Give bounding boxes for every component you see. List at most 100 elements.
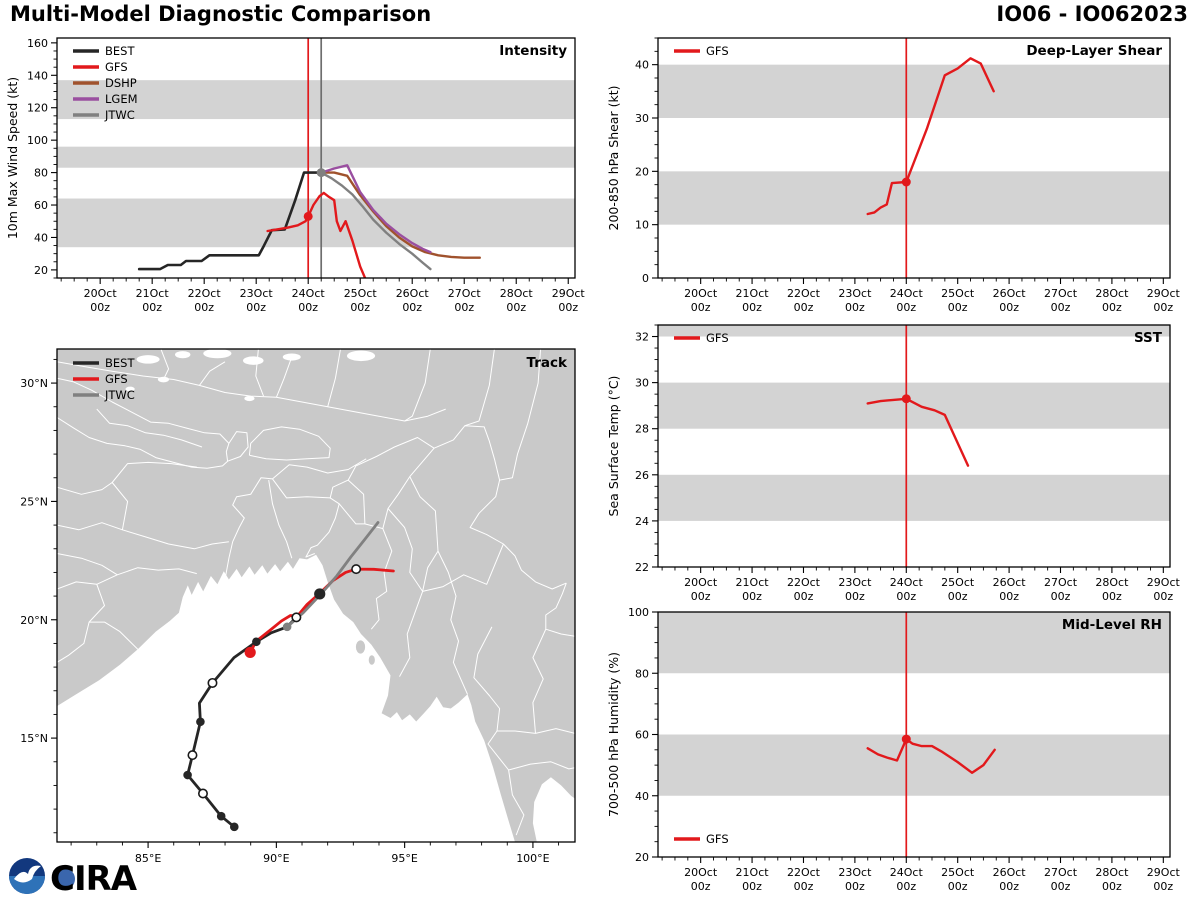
intensity-legend-item-gfs: GFS <box>73 60 128 74</box>
legend-label: GFS <box>706 832 729 846</box>
admin-border <box>545 628 575 637</box>
sst-ytick-label: 26 <box>635 469 649 482</box>
admin-border <box>227 431 249 462</box>
admin-border <box>57 482 113 495</box>
shear-xtick-label: 29Oct <box>1147 287 1181 300</box>
intensity-xtick-label: 00z <box>506 301 526 314</box>
intensity-legend-item-lgem: LGEM <box>73 92 138 106</box>
admin-border <box>160 349 170 380</box>
intensity-series-lgem <box>320 164 432 254</box>
admin-border <box>347 479 366 524</box>
admin-border <box>409 476 439 592</box>
admin-border <box>275 356 293 398</box>
track-legend: BEST GFS JTWC <box>73 356 135 402</box>
intensity-ylabel: 10m Max Wind Speed (kt) <box>5 77 20 239</box>
rh-legend-item-gfs: GFS <box>674 832 729 846</box>
intensity-xtick-label: 29Oct <box>552 287 586 300</box>
shear-ytick-label: 10 <box>635 219 649 232</box>
track-line-jtwc <box>285 521 380 629</box>
rh-ytick-label: 60 <box>635 729 649 742</box>
intensity-xtick-label: 27Oct <box>448 287 482 300</box>
sst-xtick-label: 25Oct <box>941 576 975 589</box>
shear-ytick-label: 30 <box>635 112 649 125</box>
intensity-band <box>57 198 575 248</box>
intensity-xtick-label: 00z <box>402 301 422 314</box>
island <box>355 640 366 654</box>
track-open-dot-best <box>291 612 302 623</box>
shear-legend: GFS <box>674 44 729 58</box>
rh-xtick-label: 20Oct <box>684 866 718 879</box>
intensity-xtick-label: 00z <box>194 301 214 314</box>
sea-gulf <box>532 777 575 842</box>
shear-ylabel: 200-850 hPa Shear (kt) <box>606 86 621 231</box>
intensity-xtick-label: 00z <box>90 301 110 314</box>
sst-xtick-label: 00z <box>1051 590 1071 603</box>
legend-label: GFS <box>105 372 128 386</box>
shear-xtick-label: 00z <box>1102 301 1122 314</box>
noaa-logo <box>9 858 45 894</box>
sst-xtick-label: 00z <box>948 590 968 603</box>
legend-label: BEST <box>105 44 135 58</box>
admin-border <box>422 543 504 592</box>
rh-xtick-label: 29Oct <box>1147 866 1181 879</box>
rh-ylabel: 700-500 hPa Humidity (%) <box>606 652 621 817</box>
intensity-init-marker <box>303 211 313 221</box>
shear-xtick-label: 00z <box>1051 301 1071 314</box>
intensity-band <box>57 146 575 168</box>
track-title: Track <box>527 355 568 371</box>
legend-label: JTWC <box>104 388 135 402</box>
rh-xtick-label: 22Oct <box>787 866 821 879</box>
legend-label: LGEM <box>105 92 138 106</box>
intensity-legend-item-jtwc: JTWC <box>73 108 135 122</box>
intensity-xtick-label: 28Oct <box>500 287 534 300</box>
intensity-ytick-label: 140 <box>27 69 48 82</box>
intensity-xtick-label: 00z <box>142 301 162 314</box>
sst-xtick-label: 00z <box>896 590 916 603</box>
admin-border <box>329 437 435 499</box>
rh-legend: GFS <box>674 832 729 846</box>
intensity-xtick-label: 26Oct <box>396 287 430 300</box>
shear-xtick-label: 00z <box>845 301 865 314</box>
rh-xtick-label: 00z <box>896 880 916 893</box>
sst-xtick-label: 00z <box>1102 590 1122 603</box>
intensity-legend-item-best: BEST <box>73 44 135 58</box>
shear-ytick-label: 40 <box>635 59 649 72</box>
basemap <box>57 349 575 842</box>
page-title: Multi-Model Diagnostic Comparison <box>10 2 432 26</box>
sst-ytick-label: 30 <box>635 377 649 390</box>
rh-panel: 20Oct00z21Oct00z22Oct00z23Oct00z24Oct00z… <box>606 606 1181 893</box>
sst-legend: GFS <box>674 331 729 345</box>
shear-xtick-label: 00z <box>999 301 1019 314</box>
sst-xtick-label: 26Oct <box>993 576 1027 589</box>
sst-xtick-label: 23Oct <box>838 576 872 589</box>
admin-border <box>111 461 197 530</box>
lake <box>175 351 191 359</box>
admin-border <box>508 761 575 771</box>
sst-xtick-label: 28Oct <box>1095 576 1129 589</box>
intensity-xtick-label: 24Oct <box>292 287 326 300</box>
admin-border <box>224 477 340 580</box>
sst-ytick-label: 28 <box>635 423 649 436</box>
track-legend-item-jtwc: JTWC <box>73 388 135 402</box>
header: Multi-Model Diagnostic Comparison IO06 -… <box>0 0 1200 30</box>
intensity-xtick-label: 00z <box>246 301 266 314</box>
shear-xtick-label: 27Oct <box>1044 287 1078 300</box>
intensity-ytick-label: 120 <box>27 102 48 115</box>
legend-label: DSHP <box>105 76 137 90</box>
rh-ytick-label: 20 <box>635 851 649 864</box>
intensity-xtick-label: 23Oct <box>240 287 274 300</box>
cira-logo: CIRA <box>50 859 139 899</box>
rh-xtick-label: 25Oct <box>941 866 975 879</box>
lake <box>136 355 160 364</box>
admin-border <box>57 377 230 469</box>
sst-xtick-label: 00z <box>794 590 814 603</box>
sst-xtick-label: 00z <box>1153 590 1173 603</box>
sst-ylabel: Sea Surface Temp (°C) <box>606 376 621 517</box>
intensity-xtick-label: 00z <box>298 301 318 314</box>
shear-title: Deep-Layer Shear <box>1026 43 1162 59</box>
lake <box>243 356 264 365</box>
admin-border <box>89 621 139 650</box>
intensity-panel: 20Oct00z21Oct00z22Oct00z23Oct00z24Oct00z… <box>5 37 585 314</box>
